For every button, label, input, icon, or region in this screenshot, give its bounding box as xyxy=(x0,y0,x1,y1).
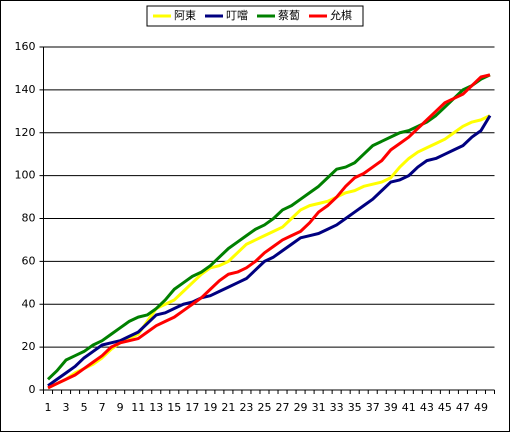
x-tick-label: 47 xyxy=(456,401,470,414)
x-tick-label: 25 xyxy=(257,401,271,414)
y-tick-label: 60 xyxy=(22,254,36,267)
y-tick-label: 160 xyxy=(15,40,36,53)
x-tick-label: 21 xyxy=(221,401,235,414)
x-tick-label: 5 xyxy=(81,401,88,414)
y-tick-label: 40 xyxy=(22,297,36,310)
x-tick-label: 33 xyxy=(330,401,344,414)
x-tick-label: 27 xyxy=(276,401,290,414)
x-tick-label: 23 xyxy=(239,401,253,414)
y-tick-label: 20 xyxy=(22,340,36,353)
x-tick-label: 15 xyxy=(167,401,181,414)
x-tick-label: 41 xyxy=(402,401,416,414)
x-tick-label: 17 xyxy=(185,401,199,414)
y-tick-label: 100 xyxy=(15,169,36,182)
x-tick-label: 37 xyxy=(366,401,380,414)
legend-label: 叮噹 xyxy=(226,9,248,22)
x-tick-label: 7 xyxy=(99,401,106,414)
x-tick-label: 29 xyxy=(294,401,308,414)
legend-label: 阿東 xyxy=(174,9,196,22)
legend-box xyxy=(146,5,364,27)
y-tick-label: 140 xyxy=(15,83,36,96)
x-tick-label: 45 xyxy=(438,401,452,414)
y-tick-label: 0 xyxy=(29,383,36,396)
legend-label: 蔡蔔 xyxy=(278,8,300,22)
series-line xyxy=(46,73,491,381)
x-tick-label: 13 xyxy=(149,401,163,414)
x-tick-label: 39 xyxy=(384,401,398,414)
x-tick-label: 49 xyxy=(474,401,488,414)
x-tick-label: 19 xyxy=(203,401,217,414)
legend-label: 允棋 xyxy=(330,8,352,22)
x-tick-label: 35 xyxy=(348,401,362,414)
x-tick-label: 11 xyxy=(131,401,145,414)
series-line xyxy=(47,114,492,387)
x-tick-label: 31 xyxy=(312,401,326,414)
x-tick-label: 43 xyxy=(420,401,434,414)
y-tick-label: 120 xyxy=(15,126,36,139)
x-tick-label: 9 xyxy=(117,401,124,414)
series-line xyxy=(47,73,491,390)
x-tick-label: 3 xyxy=(63,401,70,414)
x-tick-label: 1 xyxy=(45,401,52,414)
y-tick-label: 80 xyxy=(22,212,36,225)
